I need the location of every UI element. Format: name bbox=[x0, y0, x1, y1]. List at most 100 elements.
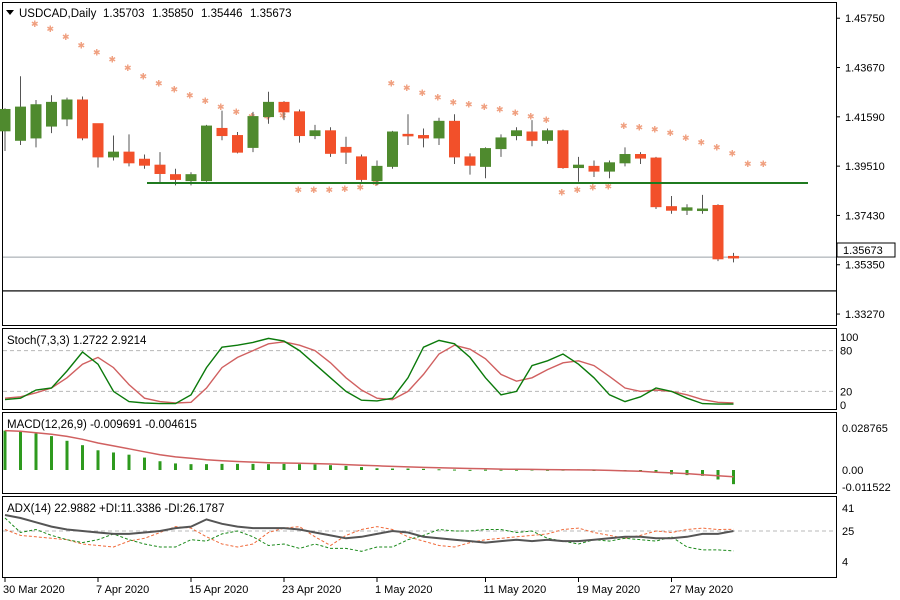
candle bbox=[557, 129, 569, 169]
candle bbox=[449, 114, 460, 164]
sar-dot: ✱ bbox=[558, 188, 566, 198]
candle-body bbox=[170, 174, 181, 180]
candle bbox=[92, 123, 104, 168]
candle-body bbox=[61, 99, 73, 120]
price-tick-label: 1.35350 bbox=[845, 260, 885, 272]
candle-body bbox=[247, 116, 259, 148]
price-tick-label: 1.41590 bbox=[845, 112, 885, 124]
candle-body bbox=[123, 151, 135, 164]
current-price-box bbox=[836, 242, 896, 258]
date-axis: 30 Mar 2020 7 Apr 2020 15 Apr 2020 23 Apr 2… bbox=[3, 578, 733, 596]
current-price-label: 1.35673 bbox=[843, 245, 883, 257]
sar-dot: ✱ bbox=[589, 184, 597, 194]
minus-di-line bbox=[4, 526, 734, 548]
macd-bar bbox=[453, 469, 456, 471]
candle-body bbox=[185, 174, 197, 182]
candle bbox=[511, 127, 522, 141]
sar-dot: ✱ bbox=[78, 41, 86, 51]
candle-body bbox=[201, 125, 212, 182]
macd-bar bbox=[50, 436, 53, 470]
candle-body bbox=[635, 154, 646, 159]
candle bbox=[681, 204, 693, 215]
macd-bar bbox=[344, 465, 348, 470]
candle bbox=[278, 101, 290, 121]
candle bbox=[387, 130, 398, 169]
macd-bar bbox=[484, 469, 487, 471]
sar-dot: ✱ bbox=[434, 94, 442, 104]
macd-tick-label: -0.011522 bbox=[842, 482, 891, 494]
sar-dot: ✱ bbox=[620, 122, 628, 132]
macd-bar bbox=[329, 465, 332, 470]
candle-body bbox=[697, 208, 708, 212]
date-tick-label: 15 Apr 2020 bbox=[189, 584, 248, 596]
candle bbox=[263, 91, 274, 124]
candle-body bbox=[216, 127, 228, 137]
candle-body bbox=[232, 135, 243, 153]
adx-axis: 41 25 4 bbox=[842, 503, 854, 569]
macd-bar bbox=[127, 454, 131, 470]
sar-dot: ✱ bbox=[279, 111, 287, 121]
candle-body bbox=[418, 135, 429, 139]
sar-dot: ✱ bbox=[651, 126, 659, 136]
macd-bar bbox=[313, 464, 317, 470]
sar-dot: ✱ bbox=[233, 108, 241, 118]
candle bbox=[294, 109, 305, 143]
candle-body bbox=[712, 204, 724, 260]
macd-bar bbox=[3, 430, 7, 470]
sar-dot: ✱ bbox=[512, 109, 520, 119]
adx-panel-frame bbox=[2, 496, 837, 578]
sar-dot: ✱ bbox=[341, 185, 349, 195]
date-tick-label: 1 May 2020 bbox=[375, 584, 432, 596]
macd-bar bbox=[732, 470, 735, 485]
candle-body bbox=[449, 120, 460, 158]
macd-bar bbox=[220, 463, 224, 470]
candle-body bbox=[356, 156, 367, 180]
stoch-panel: 100 80 20 0 Stoch(7,3,3) 1.2722 2.9214 bbox=[3, 332, 858, 412]
macd-bar bbox=[81, 445, 84, 470]
candle-body bbox=[480, 148, 491, 167]
adx-panel: 41 25 4 ADX(14) 22.9882 +DI:11.3386 -DI:26… bbox=[3, 503, 854, 569]
macd-bar bbox=[375, 468, 379, 470]
macd-bar bbox=[282, 463, 286, 470]
sar-dot: ✱ bbox=[124, 64, 132, 74]
panel-frames bbox=[2, 2, 837, 578]
sar-dot: ✱ bbox=[543, 116, 551, 126]
dropdown-triangle-icon[interactable] bbox=[6, 10, 14, 15]
candles-layer bbox=[0, 76, 739, 263]
price-tick-label: 1.39510 bbox=[845, 161, 885, 173]
main-panel-frame bbox=[2, 2, 837, 326]
candle-body bbox=[511, 130, 522, 137]
candle-body bbox=[154, 164, 166, 174]
high-value: 1.35850 bbox=[152, 8, 194, 20]
macd-bar bbox=[251, 463, 255, 470]
candle bbox=[232, 132, 243, 154]
candle-body bbox=[77, 99, 88, 139]
candle bbox=[526, 120, 538, 147]
candle bbox=[139, 154, 150, 169]
candle bbox=[30, 100, 42, 148]
sar-dot: ✱ bbox=[403, 84, 411, 94]
macd-title: MACD(12,26,9) -0.009691 -0.004615 bbox=[7, 419, 197, 431]
macd-tick-label: 0.028765 bbox=[842, 423, 888, 435]
macd-bar bbox=[422, 468, 425, 470]
macd-bar bbox=[360, 467, 363, 470]
macd-histogram bbox=[3, 430, 735, 485]
candle-body bbox=[666, 206, 677, 211]
candle-body bbox=[278, 101, 290, 113]
sar-dot: ✱ bbox=[667, 129, 675, 139]
sar-dot: ✱ bbox=[388, 79, 396, 89]
candle-body bbox=[402, 133, 414, 137]
candle bbox=[15, 76, 26, 146]
candle bbox=[619, 147, 631, 167]
price-tick-label: 1.33270 bbox=[845, 309, 885, 321]
candle bbox=[216, 110, 228, 141]
candle bbox=[309, 124, 321, 140]
candle-body bbox=[557, 130, 569, 169]
candle bbox=[61, 97, 73, 127]
macd-bar bbox=[468, 469, 472, 471]
macd-bar bbox=[515, 469, 518, 471]
sar-dot: ✱ bbox=[326, 186, 334, 196]
candle bbox=[371, 160, 383, 186]
date-tick-label: 23 Apr 2020 bbox=[282, 584, 341, 596]
sar-dot: ✱ bbox=[698, 139, 706, 149]
